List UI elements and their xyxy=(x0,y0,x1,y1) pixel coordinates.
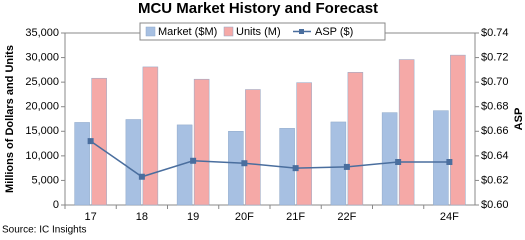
bar xyxy=(142,66,159,206)
y-tick-label: 30,000 xyxy=(25,51,59,63)
x-tick-label: 24F xyxy=(440,211,459,223)
line xyxy=(90,140,450,178)
bar xyxy=(74,122,90,206)
y2-tick-label: $0.72 xyxy=(481,51,509,63)
y2-tick-label: $0.60 xyxy=(481,199,509,211)
line-marker xyxy=(138,173,145,180)
bar xyxy=(245,89,261,206)
y-tick-label: 10,000 xyxy=(25,150,59,162)
y2-tick-label: $0.70 xyxy=(481,76,509,88)
bar xyxy=(433,110,449,206)
line-marker xyxy=(395,159,402,165)
y2-tick-label: $0.68 xyxy=(481,101,509,113)
x-tick-label: 22F xyxy=(337,211,356,223)
line-marker xyxy=(292,165,299,172)
y2-tick-label: $0.62 xyxy=(481,174,509,186)
bar xyxy=(228,131,244,206)
legend-label: Market ($M) xyxy=(158,26,217,38)
legend-swatch xyxy=(299,29,304,34)
source-note: Source: IC Insights xyxy=(2,225,86,236)
x-tick-label: 17 xyxy=(85,211,97,223)
y-axis-label: Millions of Dollars and Units xyxy=(4,45,16,193)
line-marker xyxy=(190,157,197,164)
y-tick-label: 20,000 xyxy=(25,101,59,113)
y-tick-label: 15,000 xyxy=(25,125,59,137)
legend-label: Units (M) xyxy=(236,26,281,38)
y-tick-label: 35,000 xyxy=(25,27,59,39)
y-tick-label: 5,000 xyxy=(31,174,59,186)
bar xyxy=(381,112,398,206)
legend-box xyxy=(139,22,386,41)
x-tick-label: 19 xyxy=(187,211,199,223)
y2-axis-label: ASP xyxy=(513,108,525,131)
bar xyxy=(125,119,142,206)
legend-swatch xyxy=(223,26,234,37)
y2-tick-label: $0.66 xyxy=(481,125,509,137)
y-tick-label: 25,000 xyxy=(25,76,59,88)
line-marker xyxy=(87,138,94,145)
line-marker xyxy=(343,163,350,170)
y2-tick-label: $0.64 xyxy=(481,150,509,162)
x-tick-label: 18 xyxy=(136,211,148,223)
legend-swatch xyxy=(145,26,156,37)
y2-tick-label: $0.74 xyxy=(481,27,509,39)
bar xyxy=(91,77,107,206)
line-marker xyxy=(241,160,248,167)
bar xyxy=(347,72,364,206)
bar xyxy=(296,82,312,206)
legend-label: ASP ($) xyxy=(315,26,353,38)
bar xyxy=(193,78,210,206)
line-marker xyxy=(446,159,453,165)
bar xyxy=(176,124,193,206)
chart-title: MCU Market History and Forecast xyxy=(138,0,378,17)
x-tick-label: 20F xyxy=(235,211,254,223)
bar xyxy=(398,59,415,206)
bar xyxy=(330,121,347,206)
y-tick-label: 0 xyxy=(53,199,59,211)
x-tick-label: 21F xyxy=(286,211,305,223)
bar xyxy=(450,54,466,206)
